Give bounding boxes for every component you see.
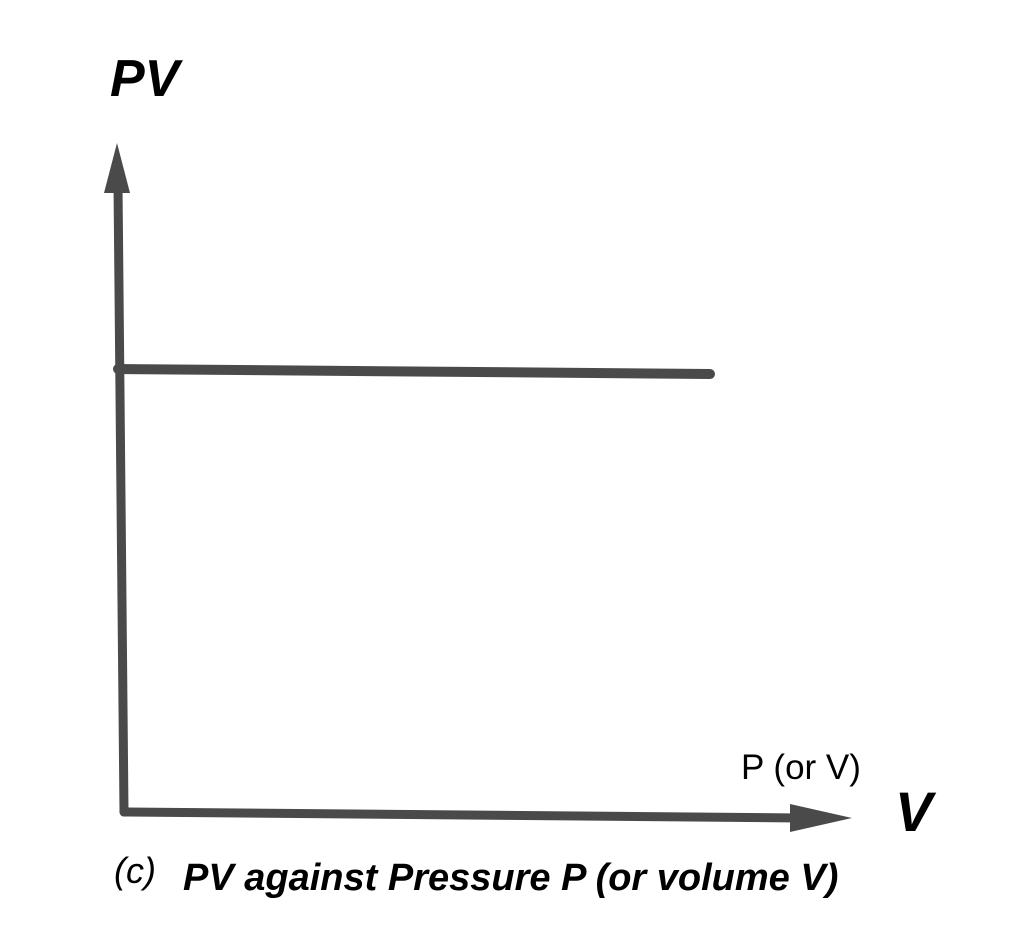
- y-axis-arrowhead: [104, 143, 130, 193]
- x-axis-note: P (or V): [741, 748, 861, 787]
- x-axis: [119, 807, 805, 823]
- series-layer: [113, 364, 715, 379]
- x-axis-label: V: [895, 780, 937, 843]
- caption-letter: (c): [114, 850, 156, 891]
- x-axis-arrowhead: [790, 804, 852, 832]
- y-axis-label: PV: [110, 50, 184, 108]
- figure-caption: PV against Pressure P (or volume V): [183, 857, 838, 899]
- series-line-0: [113, 364, 715, 379]
- y-axis: [113, 180, 129, 817]
